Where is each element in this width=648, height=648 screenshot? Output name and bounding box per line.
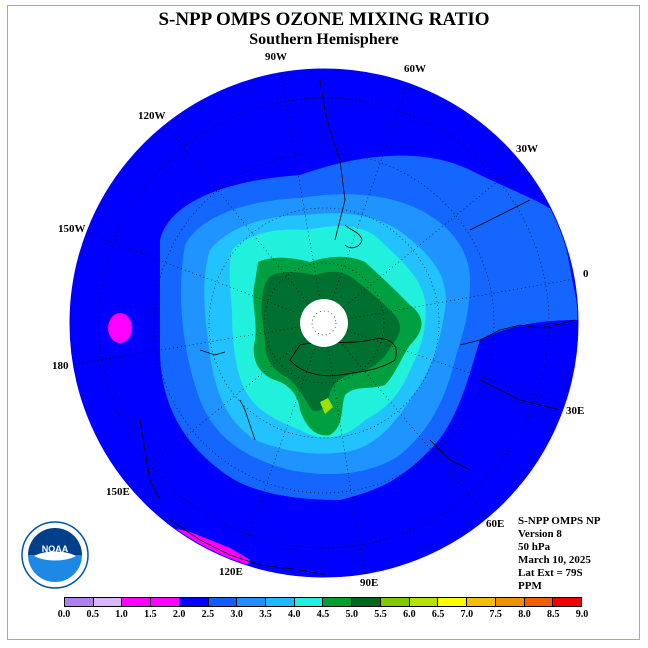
noaa-logo-text: NOAA	[42, 544, 69, 554]
colorbar-swatch	[524, 598, 554, 606]
info-instrument: S-NPP OMPS NP	[518, 515, 601, 527]
colorbar-swatch	[93, 598, 123, 606]
colorbar-tick-label: 0.0	[57, 609, 71, 620]
info-lat-ext: Lat Ext = 79S	[518, 567, 583, 579]
lon-label-150e: 150E	[106, 486, 130, 498]
colorbar-swatch	[179, 598, 209, 606]
colorbar-tick-label: 7.0	[460, 609, 474, 620]
map-disc-border	[69, 68, 579, 578]
graticule	[70, 69, 578, 577]
info-date: March 10, 2025	[518, 554, 591, 566]
lon-label-60e: 60E	[486, 518, 505, 530]
colorbar-tick-label: 2.0	[172, 609, 186, 620]
colorbar-tick-label: 1.0	[115, 609, 128, 620]
colorbar-tick-label: 6.0	[403, 609, 416, 620]
colorbar-tick-label: 0.5	[86, 609, 100, 620]
lon-label-0: 0	[583, 268, 589, 280]
map-subtitle: Southern Hemisphere	[249, 31, 399, 48]
colorbar-tick-label: 5.5	[374, 609, 387, 620]
colorbar-swatch	[266, 598, 295, 606]
lon-label-150w: 150W	[58, 223, 86, 235]
colorbar-swatch	[208, 598, 238, 606]
colorbar-tick-label: 4.0	[287, 609, 301, 620]
info-units: PPM	[518, 580, 542, 592]
info-version: Version 8	[518, 528, 562, 540]
ozone-level-1-5-spot	[108, 313, 132, 343]
colorbar-swatch	[323, 598, 353, 606]
map-title: S-NPP OMPS OZONE MIXING RATIO	[158, 9, 490, 30]
colorbar-ticks: 0.0 0.5 1.0 1.5 2.0 2.5 3.0 3.5 4.0 4.5 5.0 5.5 6.0 6…	[0, 609, 648, 623]
colorbar-tick-label: 1.5	[144, 609, 157, 620]
lon-label-120w: 120W	[138, 110, 166, 122]
colorbar-tick-label: 4.5	[316, 609, 330, 620]
colorbar-swatch	[237, 598, 267, 606]
colorbar-swatch	[380, 598, 410, 606]
colorbar-tick-label: 8.0	[518, 609, 531, 620]
colorbar-swatch	[352, 598, 381, 606]
colorbar-swatch	[294, 598, 324, 606]
colorbar-swatch	[467, 598, 496, 606]
colorbar-tick-label: 6.5	[431, 609, 445, 620]
noaa-logo: NOAA	[21, 521, 89, 589]
colorbar-tick-label: 3.0	[230, 609, 243, 620]
lon-label-90w: 90W	[265, 51, 287, 63]
ozone-level-5-5	[320, 398, 333, 414]
lon-label-30e: 30E	[566, 405, 585, 417]
colorbar-tick-label: 9.0	[575, 609, 589, 620]
colorbar-swatch	[553, 598, 581, 606]
colorbar-swatch	[438, 598, 468, 606]
colorbar-tick-label: 7.5	[489, 609, 502, 620]
lon-label-180: 180	[52, 360, 69, 372]
lon-label-60w: 60W	[404, 63, 426, 75]
lon-label-90e: 90E	[360, 577, 379, 589]
colorbar-swatch	[122, 598, 152, 606]
colorbar-tick-label: 5.0	[345, 609, 359, 620]
figure-frame	[7, 5, 640, 640]
info-pressure: 50 hPa	[518, 541, 551, 553]
colorbar	[64, 597, 582, 607]
colorbar-swatch	[495, 598, 525, 606]
polar-hole-dots	[311, 310, 337, 336]
colorbar-tick-label: 2.5	[201, 609, 215, 620]
colorbar-swatch	[151, 598, 180, 606]
coastlines	[139, 79, 576, 576]
colorbar-tick-label: 8.5	[546, 609, 560, 620]
lon-label-120e: 120E	[219, 566, 243, 578]
polar-hole	[300, 299, 348, 347]
colorbar-swatch	[65, 598, 94, 606]
colorbar-swatch	[409, 598, 439, 606]
lon-label-30w: 30W	[516, 143, 538, 155]
colorbar-tick-label: 3.5	[259, 609, 272, 620]
info-panel: S-NPP OMPS NP Version 8 50 hPa March 10,…	[518, 515, 601, 593]
